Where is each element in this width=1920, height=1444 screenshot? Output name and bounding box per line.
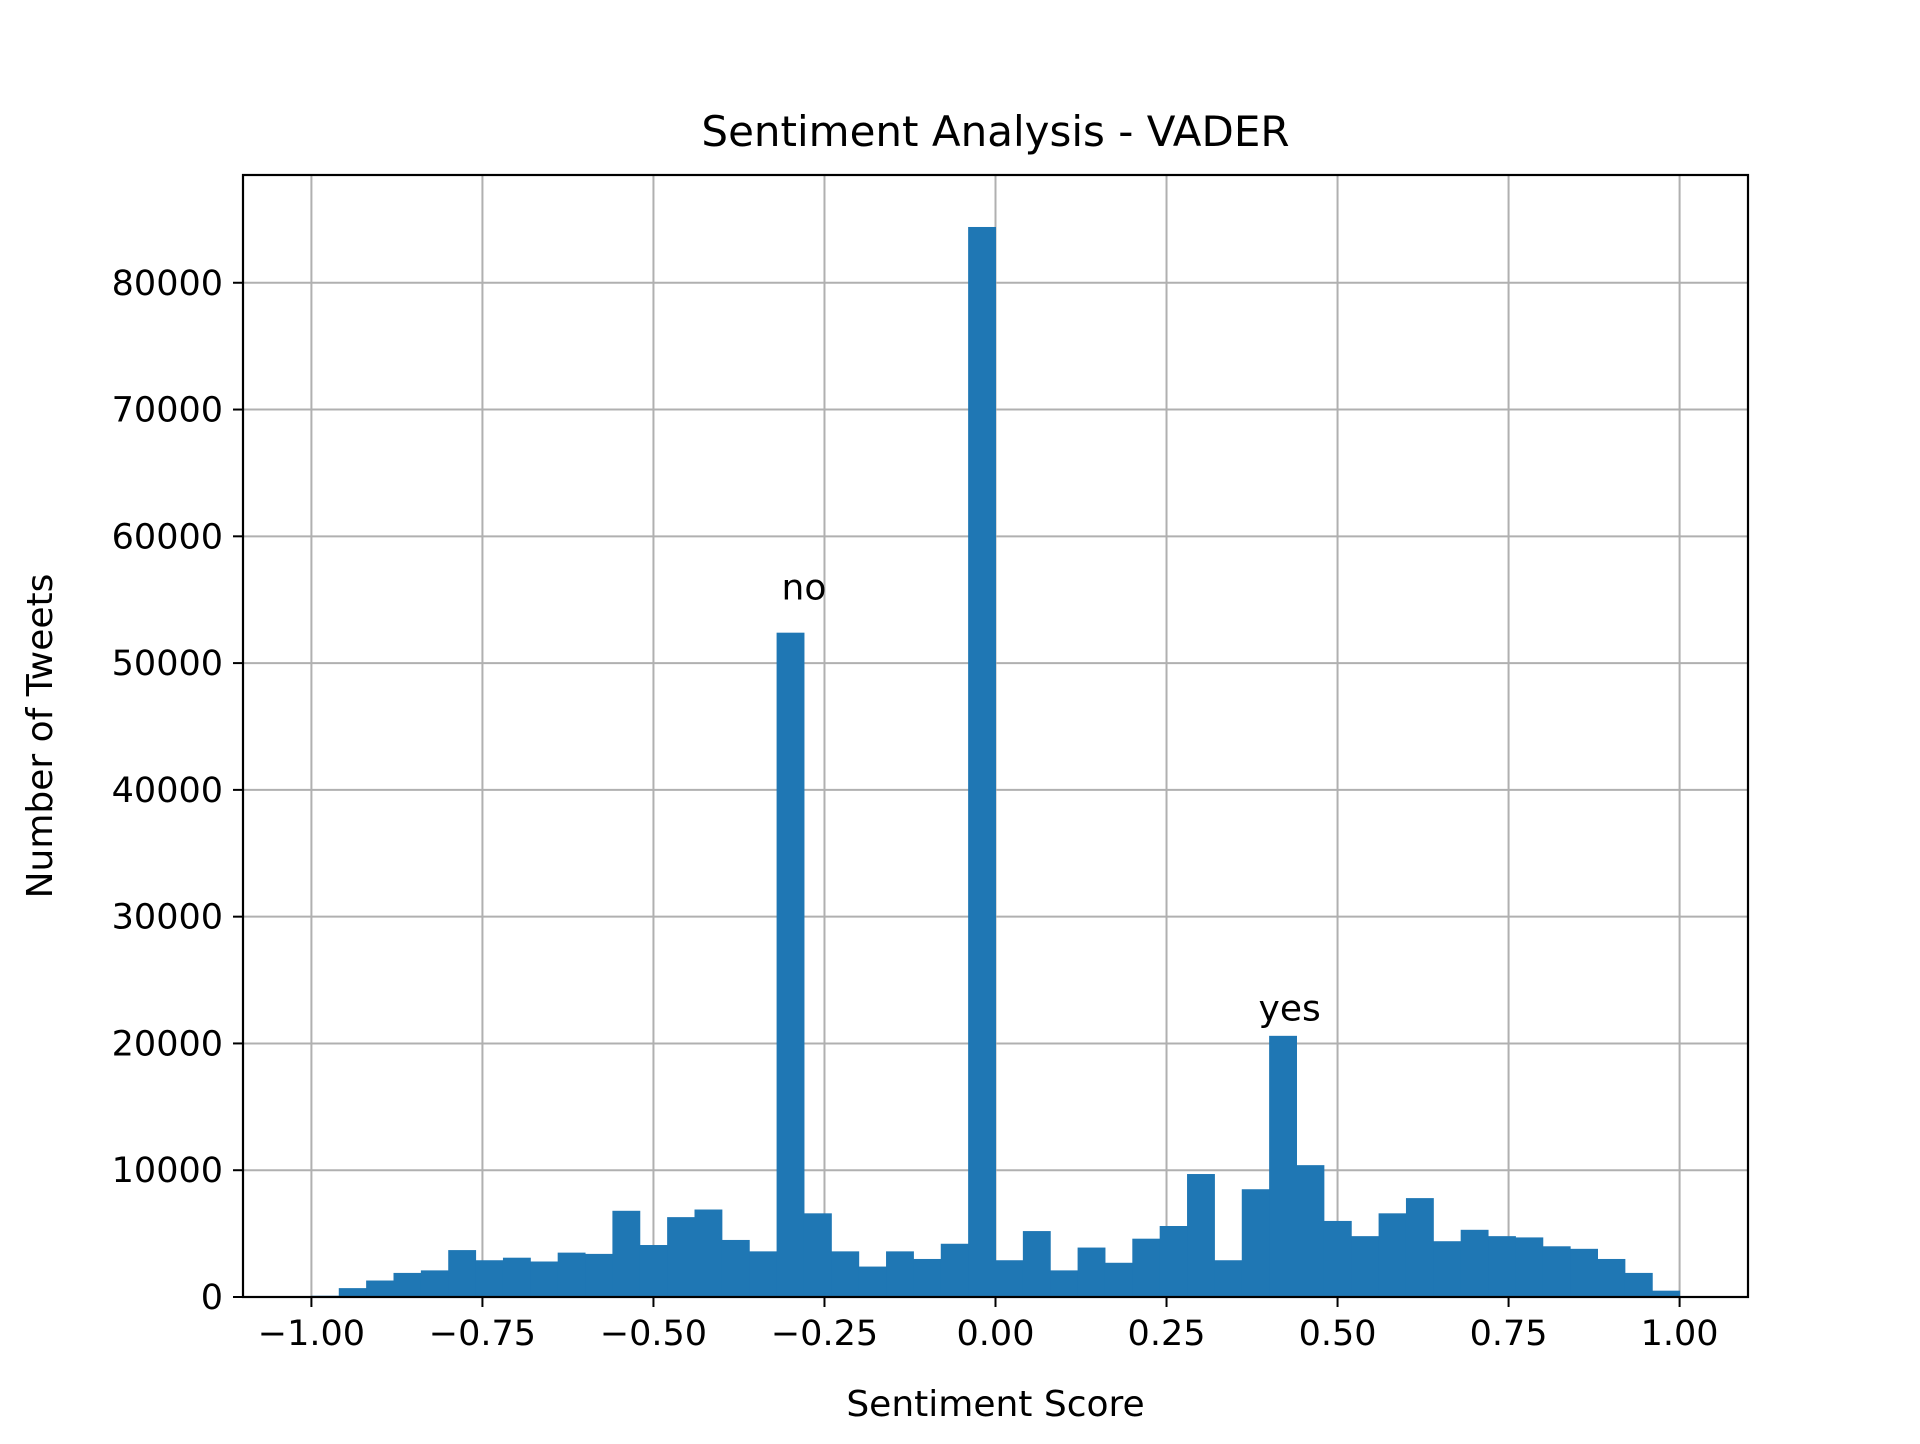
histogram-bar <box>1433 1241 1462 1297</box>
histogram-bar <box>995 1260 1024 1297</box>
x-tick-label: −1.00 <box>258 1314 365 1354</box>
chart-title: Sentiment Analysis - VADER <box>701 107 1289 156</box>
y-tick-label: 20000 <box>112 1024 223 1064</box>
histogram-bar <box>1405 1198 1434 1297</box>
x-tick-label: −0.25 <box>771 1314 878 1354</box>
histogram-bar <box>886 1251 914 1297</box>
x-tick-label: 0.50 <box>1299 1314 1377 1354</box>
histogram-bars <box>311 226 1681 1298</box>
x-axis-label: Sentiment Score <box>846 1384 1144 1425</box>
histogram-bar <box>1241 1189 1270 1297</box>
x-tick-label: 0.25 <box>1128 1314 1206 1354</box>
y-tick-label: 60000 <box>112 517 223 557</box>
histogram-bar <box>557 1252 586 1297</box>
histogram-bar <box>1104 1262 1133 1297</box>
x-tick-label: −0.75 <box>429 1314 536 1354</box>
histogram-bar <box>530 1261 559 1297</box>
y-tick-label: 80000 <box>112 264 223 304</box>
histogram-bar <box>1652 1290 1681 1297</box>
histogram-bar <box>776 632 805 1297</box>
annotation-label: no <box>782 568 827 609</box>
histogram-bar <box>1488 1236 1516 1297</box>
histogram-bar <box>1077 1247 1106 1297</box>
histogram-bar <box>1159 1226 1188 1297</box>
x-tick-label: 0.75 <box>1470 1314 1548 1354</box>
histogram-bar <box>585 1253 613 1297</box>
y-tick-label: 10000 <box>112 1151 223 1191</box>
histogram-bar <box>667 1217 695 1297</box>
histogram-bar <box>831 1251 860 1297</box>
histogram-bar <box>1132 1238 1161 1297</box>
histogram-bar <box>1022 1231 1051 1297</box>
histogram-bar <box>1296 1165 1325 1297</box>
histogram-bar <box>475 1260 504 1297</box>
y-tick-label: 70000 <box>112 391 223 431</box>
x-tick-label: −0.50 <box>600 1314 707 1354</box>
histogram-bar <box>721 1239 750 1297</box>
histogram-bar <box>1597 1258 1626 1297</box>
histogram-bar <box>1542 1246 1571 1297</box>
x-tick-label: 0.00 <box>957 1314 1035 1354</box>
histogram-bar <box>1187 1174 1215 1297</box>
histogram-bar <box>694 1209 723 1297</box>
histogram-bar <box>968 226 996 1298</box>
annotation-label: yes <box>1259 989 1321 1030</box>
histogram-bar <box>940 1243 969 1297</box>
histogram-bar <box>913 1258 942 1297</box>
histogram-bar <box>612 1210 641 1297</box>
histogram-bar <box>393 1272 422 1297</box>
histogram-bar <box>1351 1236 1380 1297</box>
y-axis-label: Number of Tweets <box>20 574 61 899</box>
histogram-bar <box>366 1280 394 1297</box>
histogram-bar <box>448 1250 477 1297</box>
histogram-bar <box>639 1245 668 1297</box>
y-tick-label: 30000 <box>112 898 223 938</box>
histogram-bar <box>1214 1260 1243 1297</box>
histogram-bar <box>1378 1213 1407 1297</box>
histogram-bar <box>1515 1237 1544 1297</box>
annotations: no yes <box>782 568 1321 1030</box>
histogram-bar <box>803 1213 832 1297</box>
histogram-bar <box>420 1270 449 1297</box>
histogram-bar <box>1323 1220 1352 1297</box>
histogram-bar <box>1460 1229 1489 1297</box>
y-tick-label: 50000 <box>112 644 223 684</box>
histogram-bar <box>338 1288 367 1297</box>
histogram-bar <box>1050 1270 1079 1297</box>
histogram-bar <box>502 1257 531 1297</box>
x-tick-label: 1.00 <box>1641 1314 1719 1354</box>
y-tick-label: 0 <box>201 1278 223 1318</box>
histogram-bar <box>858 1266 887 1297</box>
histogram-bar <box>1624 1272 1653 1297</box>
histogram-bar <box>749 1251 778 1297</box>
histogram-bar <box>1570 1248 1598 1297</box>
y-tick-label: 40000 <box>112 771 223 811</box>
axis-ticks: −1.00 −0.75 −0.50 −0.25 0.00 0.25 0.50 0.75 1.00… <box>112 264 1719 1354</box>
histogram-bar <box>1269 1035 1297 1297</box>
